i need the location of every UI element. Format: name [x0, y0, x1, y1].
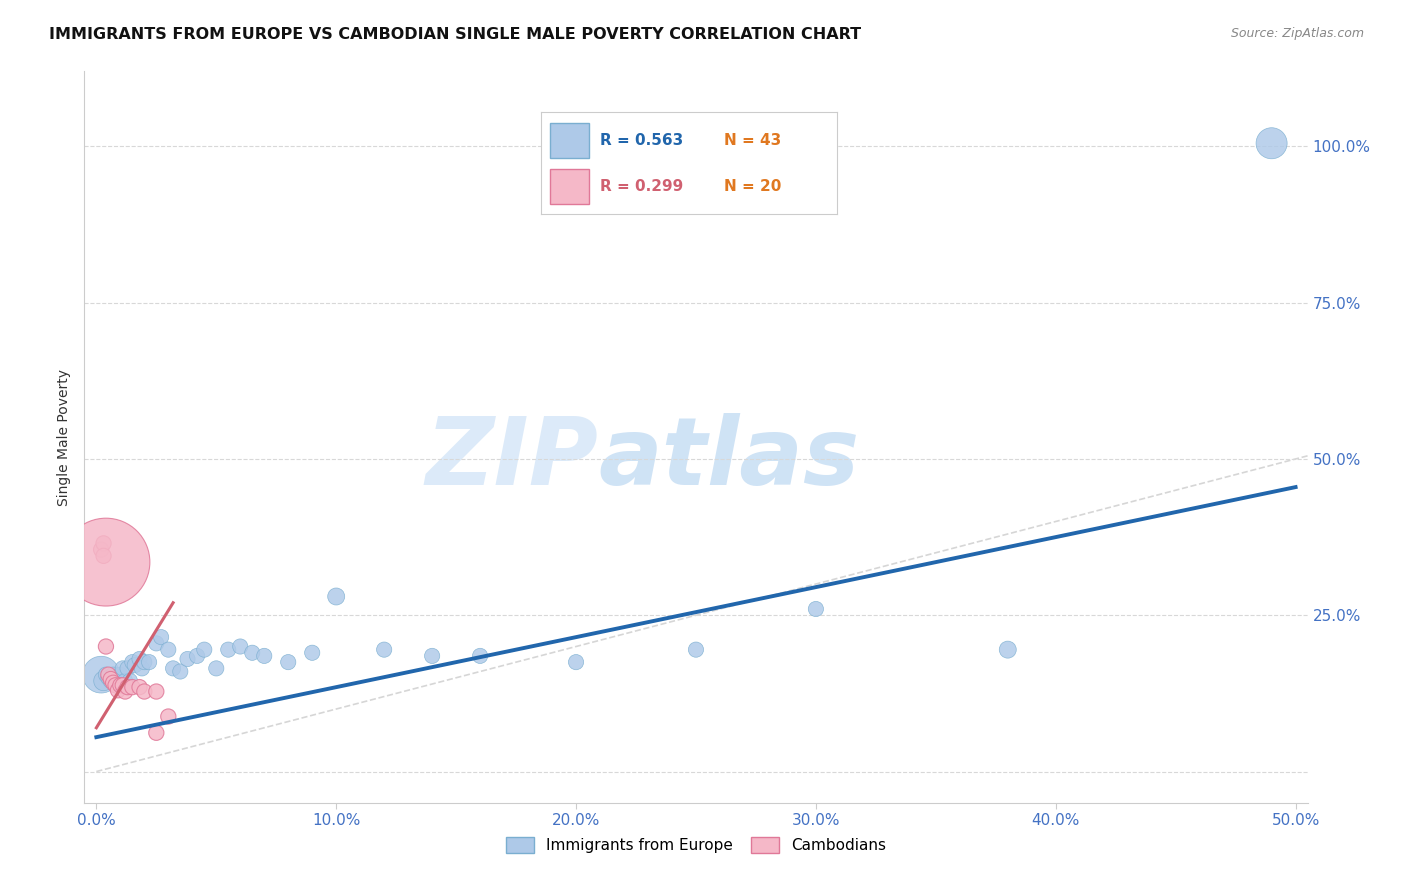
- Text: atlas: atlas: [598, 413, 859, 505]
- Point: [186, 648, 208, 663]
- Point: [128, 652, 150, 666]
- Legend: Immigrants from Europe, Cambodians: Immigrants from Europe, Cambodians: [499, 830, 893, 861]
- Point: [205, 661, 228, 675]
- Point: [217, 642, 239, 657]
- Point: [114, 684, 136, 698]
- Point: [277, 655, 299, 669]
- Text: N = 20: N = 20: [724, 179, 782, 194]
- Point: [1260, 136, 1282, 151]
- Text: Source: ZipAtlas.com: Source: ZipAtlas.com: [1230, 27, 1364, 40]
- Point: [176, 652, 198, 666]
- Point: [138, 655, 160, 669]
- Text: R = 0.299: R = 0.299: [600, 179, 683, 194]
- Point: [240, 646, 263, 660]
- Text: R = 0.563: R = 0.563: [600, 133, 683, 148]
- Point: [97, 667, 120, 681]
- Point: [100, 672, 122, 686]
- Bar: [550, 169, 589, 204]
- Point: [229, 640, 252, 654]
- Point: [253, 648, 276, 663]
- Point: [565, 655, 588, 669]
- Point: [134, 684, 156, 698]
- Point: [997, 642, 1019, 657]
- Point: [94, 667, 117, 681]
- Point: [94, 555, 117, 569]
- Point: [804, 602, 827, 616]
- Point: [193, 642, 215, 657]
- Y-axis label: Single Male Poverty: Single Male Poverty: [58, 368, 72, 506]
- Point: [104, 678, 127, 692]
- Point: [107, 673, 129, 688]
- Point: [90, 542, 112, 557]
- Point: [131, 661, 153, 675]
- Point: [111, 661, 134, 675]
- Point: [94, 640, 117, 654]
- Point: [685, 642, 707, 657]
- Point: [93, 673, 115, 688]
- Point: [169, 665, 191, 679]
- Point: [128, 680, 150, 694]
- Point: [110, 667, 132, 681]
- Point: [121, 655, 143, 669]
- Point: [325, 590, 347, 604]
- Point: [101, 667, 124, 681]
- Point: [104, 671, 127, 685]
- Point: [111, 678, 134, 692]
- Point: [93, 549, 115, 563]
- Text: IMMIGRANTS FROM EUROPE VS CAMBODIAN SINGLE MALE POVERTY CORRELATION CHART: IMMIGRANTS FROM EUROPE VS CAMBODIAN SING…: [49, 27, 862, 42]
- Point: [93, 536, 115, 550]
- Point: [110, 678, 132, 692]
- Point: [117, 680, 139, 694]
- Text: N = 43: N = 43: [724, 133, 782, 148]
- Point: [107, 683, 129, 698]
- Point: [145, 684, 167, 698]
- Point: [121, 680, 143, 694]
- Point: [157, 709, 180, 723]
- Point: [162, 661, 184, 675]
- Point: [157, 642, 180, 657]
- Point: [145, 726, 167, 740]
- Point: [97, 671, 120, 685]
- Text: ZIP: ZIP: [425, 413, 598, 505]
- Bar: [550, 123, 589, 158]
- Point: [124, 658, 146, 673]
- Point: [101, 675, 124, 690]
- Point: [100, 673, 122, 688]
- Point: [145, 636, 167, 650]
- Point: [373, 642, 395, 657]
- Point: [117, 661, 139, 675]
- Point: [420, 648, 443, 663]
- Point: [90, 667, 112, 681]
- Point: [301, 646, 323, 660]
- Point: [150, 630, 173, 644]
- Point: [468, 648, 491, 663]
- Point: [114, 673, 136, 688]
- Point: [118, 673, 141, 688]
- Point: [134, 655, 156, 669]
